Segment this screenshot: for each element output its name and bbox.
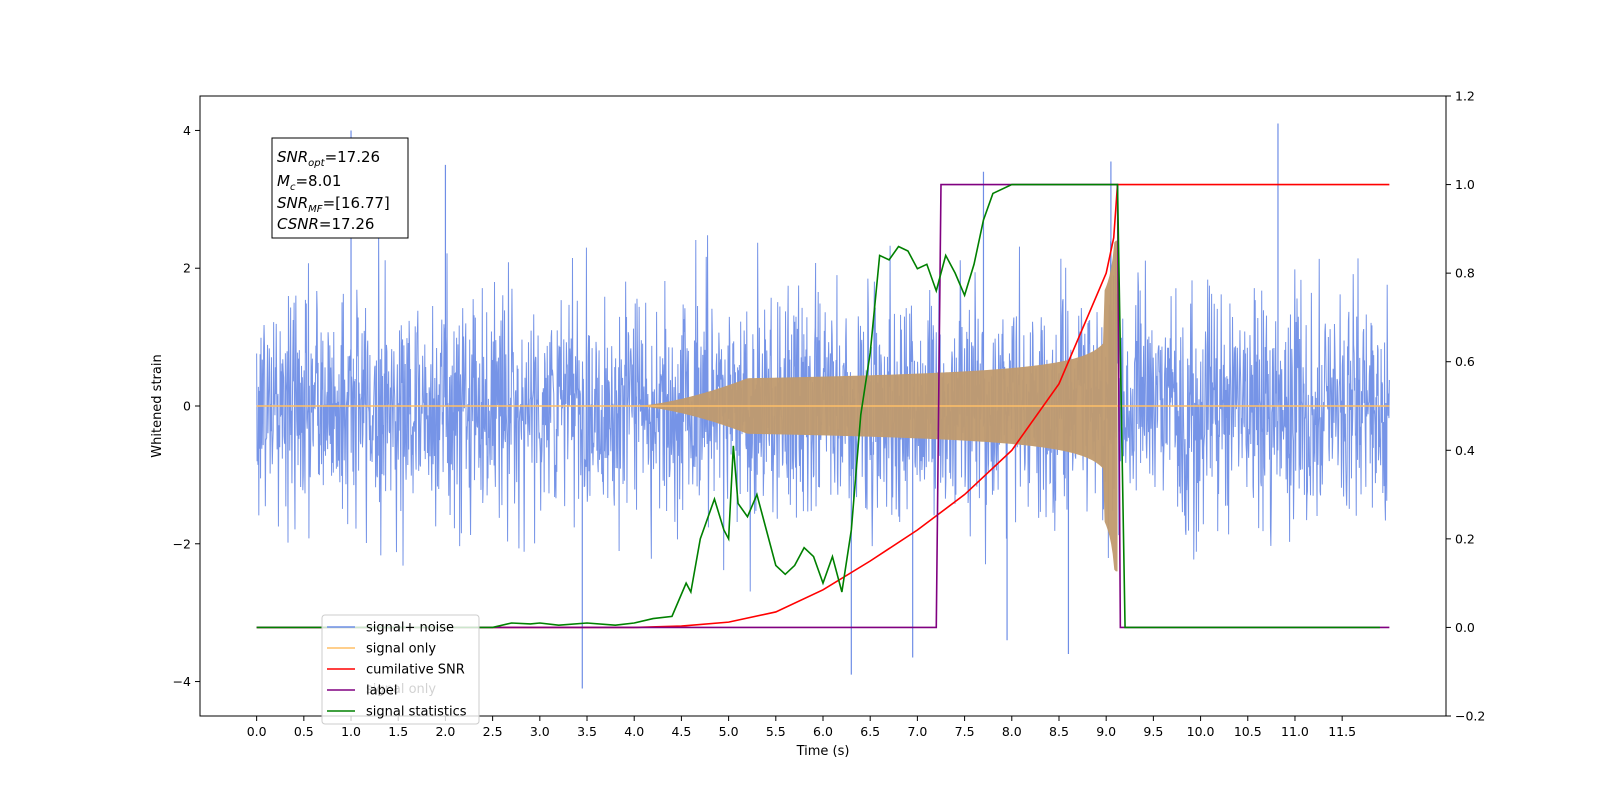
x-tick-label: 7.0 [907,724,927,739]
info-snr-opt-sub: opt [308,158,325,169]
axes: 0.0 0.5 1.0 1.5 2.0 2.5 3.0 3.5 4.0 4.5 5.0 5.5 6.0 6… [173,89,1486,740]
info-mc-value: =8.01 [295,172,341,190]
x-tick-label: 2.0 [435,724,455,739]
info-csnr: CSNR=17.26 [277,215,374,233]
x-tick-label: 8.5 [1049,724,1069,739]
y-left-tick-label: 4 [183,123,191,138]
series-signal-statistics [256,183,1380,629]
info-mc: Mc=8.01 [277,172,341,193]
info-csnr-base: CSNR [277,215,319,233]
legend-frame [321,614,480,725]
x-tick-label: 11.5 [1328,724,1356,739]
x-axis-label: Time (s) [796,744,850,759]
info-box: SNRopt=17.26 Mc=8.01 SNRMF=[16.77] CSNR=… [271,137,409,239]
x-tick-label: 0.0 [247,724,267,739]
legend-overlap-text: signal only [366,682,436,697]
info-snr-mf: SNRMF=[16.77] [277,194,390,215]
y-left-tick-label: −2 [173,536,191,551]
x-tick-label: 1.5 [388,724,408,739]
series-cumulative-snr [256,183,1390,629]
y-left-tick-label: 0 [183,399,191,414]
plot-area [256,123,1390,689]
x-tick-label: 1.0 [341,724,361,739]
x-tick-label: 0.5 [294,724,314,739]
x-tick-label: 7.5 [955,724,975,739]
x-tick-label: 10.5 [1234,724,1262,739]
info-csnr-value: =17.26 [319,215,375,233]
info-snr-mf-sub: MF [308,204,323,215]
x-tick-label: 2.5 [483,724,503,739]
x-tick-label: 11.0 [1281,724,1309,739]
x-tick-label: 6.5 [860,724,880,739]
info-mc-base: M [277,172,290,190]
y-right-tick-label: 0.2 [1455,531,1475,546]
legend-entry: cumilative SNR [366,663,465,678]
x-tick-label: 4.5 [671,724,691,739]
y-right-tick-label: 0.8 [1455,266,1475,281]
x-tick-label: 6.0 [813,724,833,739]
legend: signal only signal+ noise signal only cumi… [321,614,480,725]
info-snr-mf-value: =[16.77] [323,194,390,212]
legend-entry: label [366,684,397,699]
y-right-tick-label: 0.6 [1455,354,1475,369]
y-right-tick-label: 0.0 [1455,620,1475,635]
info-snr-opt-base: SNR [277,148,308,166]
y-right-tick-label: −0.2 [1455,709,1485,724]
legend-entry: signal statistics [366,705,467,720]
x-tick-label: 8.0 [1002,724,1022,739]
y-right-tick-label: 1.0 [1455,177,1475,192]
info-snr-mf-base: SNR [277,194,308,212]
y-left-tick-label: 2 [183,261,191,276]
legend-entry: signal+ noise [366,621,454,636]
y-right-tick-label: 1.2 [1455,89,1475,104]
x-tick-label: 10.0 [1187,724,1215,739]
x-tick-label: 5.0 [719,724,739,739]
x-tick-label: 9.5 [1143,724,1163,739]
info-snr-opt-value: =17.26 [325,148,381,166]
x-tick-label: 3.0 [530,724,550,739]
info-snr-opt: SNRopt=17.26 [277,148,380,169]
x-tick-label: 5.5 [766,724,786,739]
y-axis-label-left: Whitened strain [150,354,165,457]
y-left-tick-label: −4 [173,674,191,689]
info-mc-sub: c [290,182,296,193]
x-tick-label: 9.0 [1096,724,1116,739]
y-right-tick-label: 0.4 [1455,443,1475,458]
x-tick-label: 3.5 [577,724,597,739]
info-box-frame [271,137,409,239]
legend-entry: signal only [366,642,436,657]
x-tick-label: 4.0 [624,724,644,739]
